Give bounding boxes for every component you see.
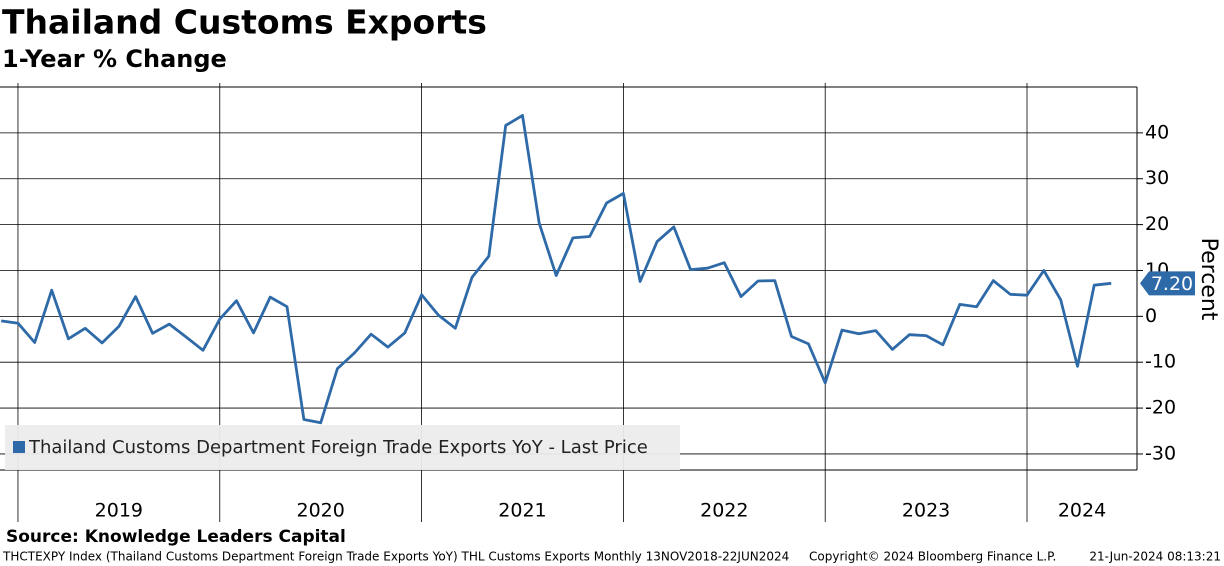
x-tick-label: 2021 — [498, 500, 546, 522]
x-tick-label: 2022 — [700, 500, 748, 522]
line-series — [1, 114, 1112, 425]
y-tick-label: 30 — [1145, 167, 1169, 189]
footer-right: 21-Jun-2024 08:13:21 — [1089, 550, 1221, 564]
x-tick-label: 2023 — [902, 500, 950, 522]
last-value-label: 7.20 — [1151, 273, 1193, 295]
y-axis-label: Percent — [1196, 238, 1221, 321]
legend-swatch — [13, 441, 25, 453]
x-tick-label: 2020 — [296, 500, 344, 522]
x-tick-label: 2024 — [1058, 500, 1106, 522]
y-tick-label: -10 — [1145, 351, 1176, 373]
footer-center: Copyright© 2024 Bloomberg Finance L.P. — [809, 550, 1056, 564]
legend-box — [5, 425, 680, 470]
y-tick-label: 40 — [1145, 121, 1169, 143]
last-value-badge — [1140, 271, 1195, 296]
chart-title: Thailand Customs Exports — [2, 3, 487, 42]
legend-label: Thailand Customs Department Foreign Trad… — [28, 437, 648, 458]
y-tick-label: -20 — [1145, 397, 1176, 419]
source: Source: Knowledge Leaders Capital — [6, 527, 346, 547]
chart-subtitle: 1-Year % Change — [2, 45, 227, 73]
footer-left: THCTEXPY Index (Thailand Customs Departm… — [2, 550, 789, 564]
y-tick-label: 20 — [1145, 213, 1169, 235]
y-tick-label: 0 — [1145, 305, 1157, 327]
y-tick-label: -30 — [1145, 442, 1176, 464]
x-tick-label: 2019 — [95, 500, 143, 522]
